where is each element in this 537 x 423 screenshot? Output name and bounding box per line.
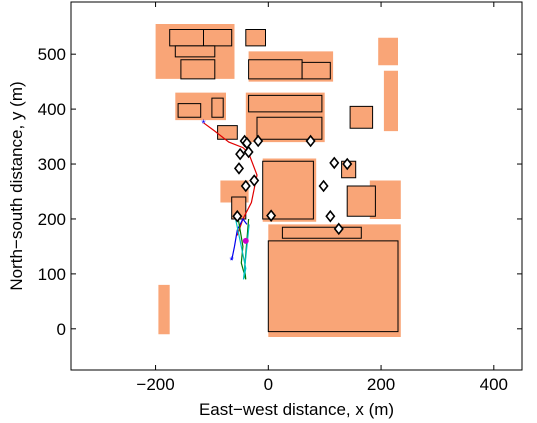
y-tick-label: 200 xyxy=(38,210,66,229)
building-footprint xyxy=(256,116,323,140)
building-footprint xyxy=(281,226,362,239)
buildings-layer xyxy=(155,24,401,337)
start-marker: * xyxy=(230,255,235,267)
diamond-marker xyxy=(266,209,277,222)
y-tick-label: 500 xyxy=(38,45,66,64)
diamond-marker xyxy=(253,134,264,148)
building-footprint xyxy=(267,240,399,333)
diamond-marker xyxy=(325,209,336,223)
y-axis-label: North−south distance, y (m) xyxy=(7,81,26,290)
building-footprint xyxy=(248,94,323,113)
building-footprint xyxy=(158,284,170,335)
diamond-marker xyxy=(329,156,340,170)
axes-box xyxy=(70,1,523,371)
track-line xyxy=(235,218,250,280)
building-footprint xyxy=(369,180,401,219)
y-tick-label: 400 xyxy=(38,100,66,119)
building-footprint xyxy=(245,29,266,47)
x-tick-label: 400 xyxy=(480,375,508,394)
plot-area: ** xyxy=(155,24,401,337)
end-marker xyxy=(242,237,249,244)
building-footprint xyxy=(174,45,216,58)
diamond-marker xyxy=(318,179,329,193)
building-footprint xyxy=(248,59,303,80)
diamond-marker xyxy=(243,145,254,159)
y-tick-label: 300 xyxy=(38,155,66,174)
building-footprint xyxy=(180,59,216,80)
diamond-marker xyxy=(235,147,246,161)
building-footprint xyxy=(383,70,398,132)
building-footprint xyxy=(349,105,374,129)
building-footprint xyxy=(262,160,314,220)
diamond-marker xyxy=(249,174,260,187)
building-footprint xyxy=(217,125,238,140)
markers-layer: ** xyxy=(201,118,353,267)
y-tick-label: 100 xyxy=(38,265,66,284)
y-ticks: 0 100 200 300 400 500 xyxy=(38,45,522,339)
building-footprint xyxy=(378,37,398,66)
diamond-marker xyxy=(305,134,316,148)
start-marker: * xyxy=(201,118,206,130)
diamond-marker xyxy=(333,222,344,236)
diamond-marker xyxy=(240,179,251,193)
x-axis-label: East−west distance, x (m) xyxy=(199,400,394,419)
diamond-marker xyxy=(232,209,243,223)
building-footprint xyxy=(203,29,233,47)
building-footprint xyxy=(346,185,376,217)
building-footprint xyxy=(301,61,331,80)
diamond-marker xyxy=(233,162,245,175)
x-tick-label: 0 xyxy=(264,375,273,394)
x-tick-label: −200 xyxy=(136,375,174,394)
building-footprint xyxy=(177,103,202,118)
y-tick-label: 0 xyxy=(57,320,66,339)
building-footprint xyxy=(211,97,224,118)
x-tick-label: 200 xyxy=(367,375,395,394)
building-footprint xyxy=(169,29,204,47)
x-ticks: −200 0 200 400 xyxy=(136,2,508,394)
diamond-marker xyxy=(342,157,353,171)
